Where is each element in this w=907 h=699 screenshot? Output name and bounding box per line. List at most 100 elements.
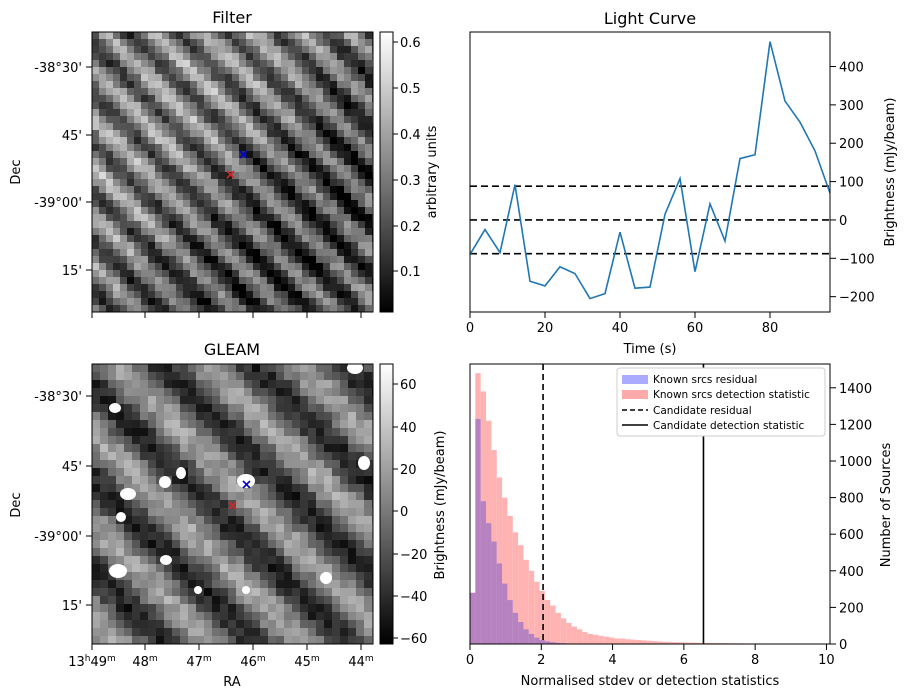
unit-superscript: m xyxy=(149,654,158,664)
image-pixel xyxy=(365,81,372,88)
image-pixel xyxy=(197,102,204,109)
image-pixel xyxy=(246,81,253,88)
image-pixel xyxy=(309,277,316,284)
image-pixel xyxy=(204,158,211,165)
image-pixel xyxy=(324,460,332,468)
image-pixel xyxy=(218,228,225,235)
image-pixel xyxy=(127,235,134,242)
image-pixel xyxy=(218,305,225,312)
image-pixel xyxy=(116,380,124,388)
image-pixel xyxy=(330,207,337,214)
image-pixel xyxy=(316,32,323,39)
image-pixel xyxy=(281,32,288,39)
image-pixel xyxy=(276,428,284,436)
image-pixel xyxy=(176,228,183,235)
image-pixel xyxy=(164,500,172,508)
image-pixel xyxy=(140,396,148,404)
image-pixel xyxy=(309,144,316,151)
image-pixel xyxy=(204,298,211,305)
image-pixel xyxy=(364,492,372,500)
image-pixel xyxy=(127,137,134,144)
image-pixel xyxy=(274,256,281,263)
image-pixel xyxy=(288,88,295,95)
image-pixel xyxy=(169,81,176,88)
image-pixel xyxy=(358,158,365,165)
image-pixel xyxy=(260,214,267,221)
image-pixel xyxy=(309,305,316,312)
image-pixel xyxy=(239,88,246,95)
hist-bar xyxy=(667,641,674,644)
image-pixel xyxy=(267,305,274,312)
image-pixel xyxy=(211,277,218,284)
filter-cbar-tick: 0.2 xyxy=(400,220,421,235)
image-pixel xyxy=(120,207,127,214)
image-pixel xyxy=(116,420,124,428)
image-pixel xyxy=(302,172,309,179)
image-pixel xyxy=(284,428,292,436)
image-pixel xyxy=(316,172,323,179)
filter-cbar-tick: 0.6 xyxy=(400,36,421,51)
image-pixel xyxy=(239,74,246,81)
image-pixel xyxy=(99,53,106,60)
image-pixel xyxy=(292,420,300,428)
image-pixel xyxy=(252,484,260,492)
image-pixel xyxy=(337,116,344,123)
image-pixel xyxy=(316,81,323,88)
image-pixel xyxy=(225,46,232,53)
image-pixel xyxy=(212,572,220,580)
image-pixel xyxy=(183,193,190,200)
image-pixel xyxy=(244,492,252,500)
image-pixel xyxy=(156,412,164,420)
image-pixel xyxy=(232,186,239,193)
image-pixel xyxy=(239,116,246,123)
image-pixel xyxy=(284,580,292,588)
image-pixel xyxy=(365,214,372,221)
image-pixel xyxy=(183,214,190,221)
image-pixel xyxy=(120,53,127,60)
image-pixel xyxy=(225,67,232,74)
image-pixel xyxy=(99,130,106,137)
image-pixel xyxy=(99,221,106,228)
image-pixel xyxy=(92,53,99,60)
image-pixel xyxy=(211,256,218,263)
image-pixel xyxy=(274,186,281,193)
image-pixel xyxy=(218,249,225,256)
image-pixel xyxy=(120,88,127,95)
image-pixel xyxy=(344,214,351,221)
image-pixel xyxy=(308,612,316,620)
hist-bar xyxy=(683,642,690,644)
image-pixel xyxy=(239,214,246,221)
image-pixel xyxy=(132,604,140,612)
image-pixel xyxy=(183,74,190,81)
image-pixel xyxy=(232,102,239,109)
image-pixel xyxy=(134,228,141,235)
image-pixel xyxy=(288,235,295,242)
image-pixel xyxy=(218,291,225,298)
image-pixel xyxy=(100,532,108,540)
image-pixel xyxy=(204,144,211,151)
image-pixel xyxy=(183,53,190,60)
image-pixel xyxy=(162,221,169,228)
image-pixel xyxy=(106,165,113,172)
image-pixel xyxy=(302,270,309,277)
image-pixel xyxy=(274,200,281,207)
image-pixel xyxy=(344,130,351,137)
image-pixel xyxy=(281,81,288,88)
image-pixel xyxy=(253,81,260,88)
image-pixel xyxy=(292,628,300,636)
image-pixel xyxy=(212,580,220,588)
image-pixel xyxy=(300,476,308,484)
image-pixel xyxy=(356,516,364,524)
image-pixel xyxy=(120,214,127,221)
image-pixel xyxy=(253,158,260,165)
image-pixel xyxy=(108,364,116,372)
image-pixel xyxy=(358,130,365,137)
image-pixel xyxy=(281,298,288,305)
image-pixel xyxy=(332,628,340,636)
image-pixel xyxy=(127,130,134,137)
image-pixel xyxy=(99,193,106,200)
image-pixel xyxy=(155,298,162,305)
image-pixel xyxy=(100,372,108,380)
image-pixel xyxy=(180,420,188,428)
image-pixel xyxy=(169,158,176,165)
